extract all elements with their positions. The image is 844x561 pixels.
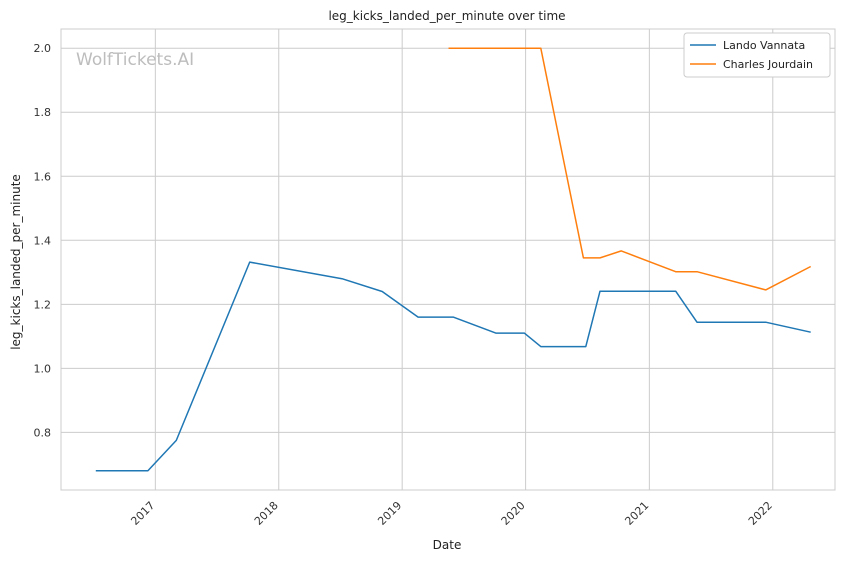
legend-box [683, 32, 831, 78]
x-tick-label: 2021 [622, 499, 651, 528]
x-tick-label: 2019 [375, 499, 404, 528]
x-tick-label: 2022 [746, 499, 775, 528]
legend-label-2: Charles Jourdain [723, 58, 813, 71]
chart-title: leg_kicks_landed_per_minute over time [328, 9, 565, 23]
y-tick-label: 1.2 [34, 298, 52, 311]
x-tick-label: 2020 [499, 499, 528, 528]
legend: Lando Vannata Charles Jourdain [683, 32, 831, 78]
x-tick-label: 2017 [128, 499, 157, 528]
y-tick-label: 0.8 [34, 426, 52, 439]
plot-area-frame [60, 28, 836, 491]
series-line-2 [448, 47, 812, 291]
y-tick-label: 1.4 [34, 234, 52, 247]
y-tick-label: 1.8 [34, 106, 52, 119]
series-layer [95, 47, 812, 472]
grid-lines [61, 29, 835, 490]
legend-label-1: Lando Vannata [723, 39, 805, 52]
x-tick-label: 2018 [252, 499, 281, 528]
x-axis-label: Date [433, 538, 462, 552]
y-axis-label: leg_kicks_landed_per_minute [9, 174, 23, 350]
y-tick-label: 2.0 [34, 42, 52, 55]
series-line-1 [95, 261, 811, 472]
y-tick-label: 1.6 [34, 170, 52, 183]
y-tick-labels: 0.8 1.0 1.2 1.4 1.6 1.8 2.0 [34, 42, 52, 439]
x-tick-labels: 2017 2018 2019 2020 2021 2022 [128, 499, 774, 528]
watermark: WolfTickets.AI [76, 50, 194, 70]
y-tick-label: 1.0 [34, 362, 52, 375]
